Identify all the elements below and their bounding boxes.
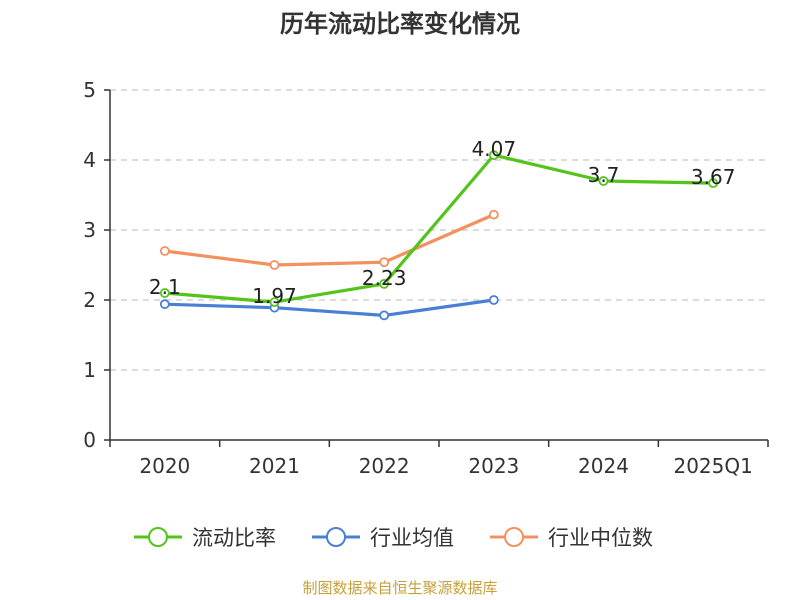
data-point[interactable] <box>159 246 170 256</box>
data-label: 2.23 <box>362 266 407 290</box>
legend-item[interactable]: 行业中位数 <box>490 526 653 550</box>
chart-title: 历年流动比率变化情况 <box>280 10 520 38</box>
data-point[interactable] <box>159 299 170 310</box>
data-point[interactable] <box>269 260 280 270</box>
data-point[interactable] <box>708 178 719 189</box>
legend-circle-icon <box>148 527 168 547</box>
data-point[interactable] <box>379 257 390 268</box>
y-tick-label: 5 <box>83 78 96 102</box>
legend-item[interactable]: 行业均值 <box>312 526 454 550</box>
series-line <box>163 213 496 267</box>
data-label: 3.67 <box>691 165 736 189</box>
y-tick-label: 0 <box>83 428 96 452</box>
series-line <box>163 298 496 317</box>
data-point[interactable] <box>598 176 609 186</box>
x-tick-label: 2020 <box>139 454 190 478</box>
data-labels: 2.1 1.97 2.23 4.07 3.7 3.67 <box>149 137 736 308</box>
legend-circle-icon <box>504 527 524 547</box>
data-label: 4.07 <box>472 137 517 161</box>
source-note: 制图数据来自恒生聚源数据库 <box>302 579 498 597</box>
x-tick-label: 2024 <box>578 454 629 478</box>
legend-label: 行业均值 <box>370 526 454 550</box>
y-tick-label: 1 <box>83 358 96 382</box>
data-point[interactable] <box>269 297 280 308</box>
legend[interactable]: 流动比率 行业均值 行业中位数 <box>134 526 653 550</box>
grid-lines <box>110 89 768 371</box>
x-tick-label: 2021 <box>249 454 300 478</box>
series-lines <box>159 150 719 321</box>
data-point[interactable] <box>488 150 499 161</box>
data-point[interactable] <box>159 288 170 298</box>
data-label: 2.1 <box>149 275 181 299</box>
legend-label: 流动比率 <box>192 526 276 550</box>
data-label: 1.97 <box>252 284 297 308</box>
legend-circle-icon <box>326 527 346 547</box>
y-tick-label: 2 <box>83 288 96 312</box>
x-tick-label: 2025Q1 <box>673 454 752 478</box>
legend-item[interactable]: 流动比率 <box>134 526 276 550</box>
data-point[interactable] <box>488 295 499 305</box>
data-point[interactable] <box>379 278 390 289</box>
x-tick-label: 2023 <box>468 454 519 478</box>
data-point[interactable] <box>488 209 499 220</box>
series-line <box>163 153 715 304</box>
x-tick-label: 2022 <box>359 454 410 478</box>
data-label: 3.7 <box>588 163 620 187</box>
legend-label: 行业中位数 <box>548 526 653 550</box>
data-point[interactable] <box>379 310 390 321</box>
y-tick-label: 3 <box>83 218 96 242</box>
y-tick-label: 4 <box>83 148 96 172</box>
axes: 0 1 2 3 4 5 2020 2021 2022 2023 2024 2025Q1 <box>83 78 769 478</box>
